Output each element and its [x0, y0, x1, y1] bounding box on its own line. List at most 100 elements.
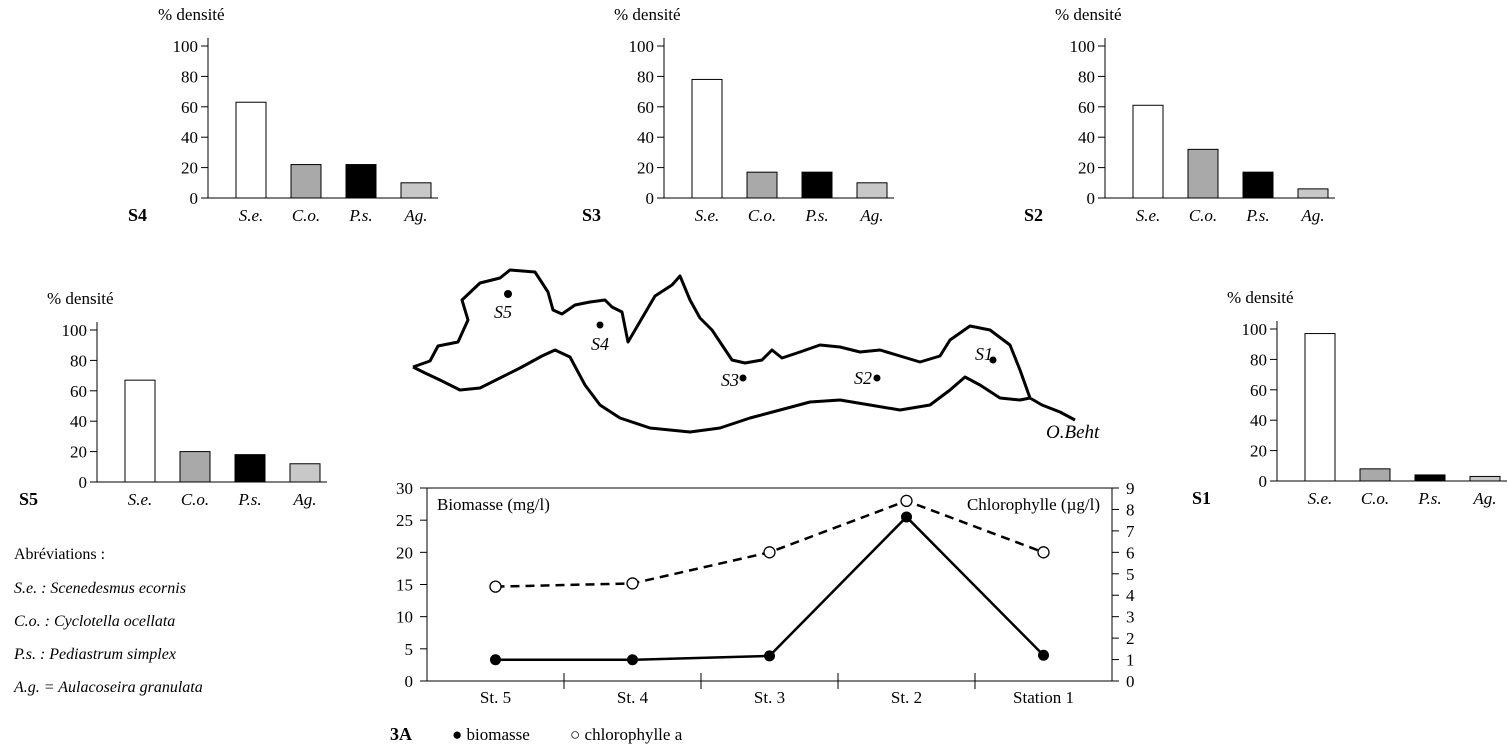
x-tick-label: Ag. [859, 206, 883, 225]
x-tick-label: Ag. [292, 490, 316, 509]
y-tick-label: 80 [1078, 67, 1095, 86]
station-marker-S3: S3 [721, 370, 747, 390]
x-tick-label: P.s. [804, 206, 828, 225]
x-tick-label: St. 5 [480, 688, 511, 707]
station-marker-S1: S1 [975, 344, 997, 364]
y-tick-label: 100 [62, 321, 88, 340]
y-axis-label: % densité [1227, 288, 1294, 307]
x-tick-label: C.o. [292, 206, 320, 225]
right-y-tick-label: 4 [1126, 586, 1135, 605]
y-tick-label: 60 [181, 98, 198, 117]
y-tick-label: 40 [70, 412, 87, 431]
bar-chart-S1: 0 20 40 60 80 100 % densité S1 S.e. C.o. P.s. Ag. [1192, 288, 1507, 508]
x-tick-label: Ag. [1472, 489, 1496, 508]
station-label: S4 [128, 205, 147, 225]
y-tick-label: 60 [1250, 381, 1267, 400]
x-tick-label: C.o. [181, 490, 209, 509]
x-tick-label: S.e. [1136, 206, 1161, 225]
bar-chart-S3: 0 20 40 60 80 100 % densité S3 S.e. C.o. P.s. Ag. [582, 5, 894, 225]
right-y-tick-label: 3 [1126, 608, 1135, 627]
station-label-S5: S5 [494, 302, 512, 322]
left-y-tick-label: 30 [396, 479, 413, 498]
bar-S5-2 [234, 454, 266, 483]
y-axis-label: % densité [47, 289, 114, 308]
y-tick-label: 80 [1250, 350, 1267, 369]
bar-S3-2 [801, 171, 833, 199]
bar-charts-layer: 0 20 40 60 80 100 % densité S4 S.e. C.o. P.s. Ag. 0 2… [19, 5, 1507, 509]
station-label: S3 [582, 205, 601, 225]
x-tick-label: P.s. [348, 206, 372, 225]
x-tick-label: St. 4 [617, 688, 649, 707]
station-label-S4: S4 [591, 334, 609, 354]
y-tick-label: 40 [1250, 411, 1267, 430]
lake-map: S5 S4 S3 S2 S1 O.Beht [412, 268, 1100, 443]
left-axis-label: Biomasse (mg/l) [437, 495, 550, 514]
y-tick-label: 40 [637, 128, 654, 147]
point-chlorophylle [489, 580, 502, 593]
bar-S3-0 [691, 78, 723, 199]
bar-S3-3 [856, 182, 888, 199]
y-tick-label: 60 [637, 98, 654, 117]
x-tick-label: P.s. [1245, 206, 1269, 225]
series-line-biomasse [495, 515, 1045, 662]
y-tick-label: 20 [181, 159, 198, 178]
y-tick-label: 0 [190, 189, 199, 208]
y-tick-label: 100 [1242, 320, 1268, 339]
bar-S4-1 [290, 164, 322, 199]
chart-label-3A: 3A [390, 724, 412, 744]
point-chlorophylle [900, 494, 913, 508]
y-tick-label: 100 [173, 37, 199, 56]
bar-S5-3 [289, 463, 321, 483]
y-tick-label: 100 [629, 37, 655, 56]
x-tick-label: P.s. [237, 490, 261, 509]
station-label-S3: S3 [721, 370, 739, 390]
y-tick-label: 100 [1070, 37, 1096, 56]
y-tick-label: 40 [181, 128, 198, 147]
x-tick-label: S.e. [128, 490, 153, 509]
station-label: S2 [1024, 205, 1043, 225]
bar-S3-1 [746, 171, 778, 199]
left-y-tick-label: 20 [396, 543, 413, 562]
right-axis-label: Chlorophylle (µg/l) [967, 495, 1100, 514]
y-tick-label: 20 [1078, 159, 1095, 178]
x-tick-label: P.s. [1417, 489, 1441, 508]
bar-chart-S4: 0 20 40 60 80 100 % densité S4 S.e. C.o. P.s. Ag. [128, 5, 438, 225]
station-label-S2: S2 [854, 368, 872, 388]
point-chlorophylle [626, 577, 639, 590]
y-tick-label: 60 [1078, 98, 1095, 117]
station-label: S5 [19, 489, 38, 509]
left-y-tick-label: 25 [396, 511, 413, 530]
y-tick-label: 0 [646, 189, 655, 208]
bar-S2-2 [1242, 171, 1274, 199]
point-biomasse [764, 650, 775, 662]
right-y-tick-label: 9 [1126, 479, 1135, 498]
x-tick-label: C.o. [1189, 206, 1217, 225]
right-y-tick-label: 0 [1126, 672, 1135, 691]
y-tick-label: 80 [181, 67, 198, 86]
y-axis-label: % densité [158, 5, 225, 24]
right-y-tick-label: 7 [1126, 522, 1135, 541]
x-tick-label: Ag. [403, 206, 427, 225]
right-y-tick-label: 8 [1126, 500, 1135, 519]
x-tick-label: S.e. [239, 206, 264, 225]
legend-chlorophylle: ○ chlorophylle a [570, 725, 683, 744]
bar-chart-S2: 0 20 40 60 80 100 % densité S2 S.e. C.o. P.s. Ag. [1024, 5, 1335, 225]
left-y-tick-label: 5 [405, 640, 414, 659]
x-tick-label: S.e. [1308, 489, 1333, 508]
y-tick-label: 80 [637, 67, 654, 86]
station-label: S1 [1192, 488, 1211, 508]
station-marker-S2: S2 [854, 368, 881, 388]
bar-S4-2 [345, 164, 377, 199]
abbreviation-ps: P.s. : Pediastrum simplex [14, 646, 176, 663]
abbreviations-title: Abréviations : [14, 546, 106, 563]
bar-S1-0 [1304, 333, 1336, 482]
y-tick-label: 20 [637, 159, 654, 178]
bar-S1-2 [1414, 474, 1446, 482]
point-biomasse [1038, 649, 1049, 661]
point-biomasse [901, 511, 912, 523]
bar-S4-3 [400, 182, 432, 199]
abbreviation-se: S.e. : Scenedesmus ecornis [14, 580, 186, 597]
bar-S1-1 [1359, 468, 1391, 482]
bar-S5-0 [124, 379, 156, 483]
